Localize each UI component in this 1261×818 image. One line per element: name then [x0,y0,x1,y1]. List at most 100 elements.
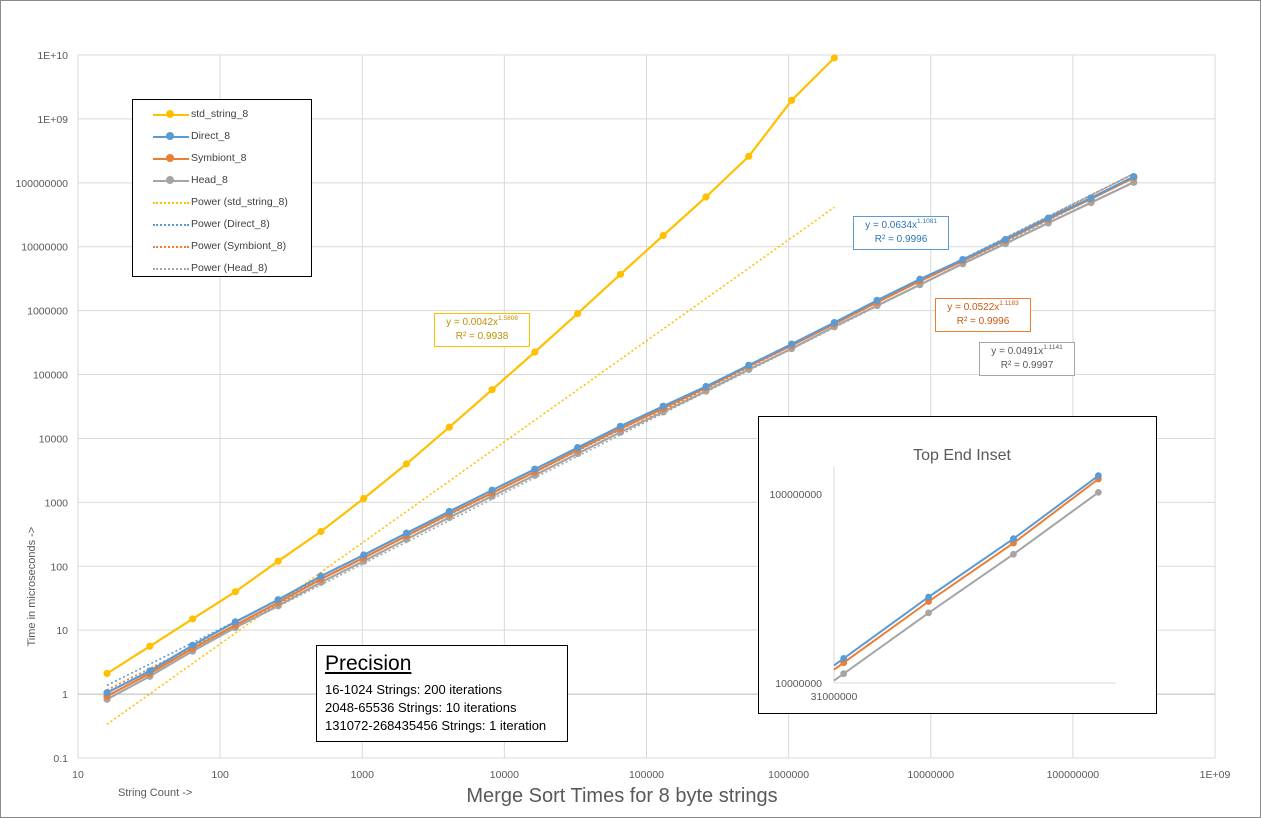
precision-line-3: 131072-268435456 Strings: 1 iteration [325,718,547,733]
x-tick-label: 10000000 [907,769,954,781]
inset-data-point [840,670,848,678]
y-tick-label: 0.1 [53,753,68,765]
precision-line-2: 2048-65536 Strings: 10 iterations [325,700,517,715]
inset-chart: Top End Inset 100000000 10000000 31000000 [758,416,1157,714]
x-tick-label: 100000000 [1047,769,1100,781]
legend-marker [166,154,174,162]
x-tick-label: 10000 [490,769,519,781]
y-tick-label: 10 [56,625,68,637]
data-point-Direct_8 [188,641,197,649]
y-tick-label: 100000 [33,370,68,382]
legend-swatch [153,224,189,226]
trendline-equation-std_string_8: y = 0.0042x1.5808 R² = 0.9938 [434,313,530,347]
data-point-Direct_8 [360,551,368,559]
legend-entry: std_string_8 [133,104,311,126]
legend-label: Power (Direct_8) [191,218,270,230]
legend-marker [166,176,174,184]
data-point-Direct_8 [488,486,496,494]
data-point-std_string_8 [616,270,625,278]
data-point-std_string_8 [531,348,539,356]
y-tick-label: 1000 [45,497,69,509]
data-point-Direct_8 [1001,235,1010,244]
legend-entry: Symbiont_8 [133,148,311,170]
legend-label: Symbiont_8 [191,152,247,164]
y-axis-label: Time in microseconds -> [26,527,38,647]
data-point-Direct_8 [1130,173,1138,181]
data-point-Direct_8 [1044,214,1052,222]
legend-swatch [153,246,189,248]
inset-series-line [833,478,1100,671]
legend: std_string_8 Direct_8 Symbiont_8 Head_8 Powe… [132,99,312,277]
trendline-std_string_8 [106,206,835,725]
data-point-std_string_8 [231,588,239,596]
inset-series-Head_8 [833,488,1102,682]
data-point-std_string_8 [103,669,111,678]
data-point-std_string_8 [702,193,710,201]
x-tick-label: 100 [211,769,229,781]
inset-data-point [1010,535,1017,543]
trendline-r2: R² = 0.9938 [455,331,509,342]
series-line-std_string_8 [106,57,836,675]
data-point-Direct_8 [531,465,539,473]
x-tick-label: 10 [72,769,84,781]
inset-x-tick-label: 31000000 [811,691,858,703]
data-point-Direct_8 [702,382,710,391]
data-point-std_string_8 [745,152,753,160]
inset-series-Symbiont_8 [833,475,1102,671]
trendline-equation: y = 0.0522x1.1183 [947,300,1019,313]
data-point-Direct_8 [873,296,881,304]
trendline-equation: y = 0.0491x1.1141 [991,344,1063,357]
data-point-Direct_8 [402,529,411,537]
data-point-std_string_8 [274,557,282,565]
legend-swatch [153,268,189,270]
y-tick-label: 1000000 [27,306,68,318]
legend-entry: Power (Symbiont_8) [133,236,311,258]
data-point-Direct_8 [745,361,753,369]
data-point-std_string_8 [317,527,325,536]
series-Direct_8 [103,173,1138,697]
trendline-r2: R² = 0.9996 [956,316,1010,327]
trendline-r2: R² = 0.9996 [874,234,928,245]
trendline-r2: R² = 0.9997 [1000,360,1054,371]
precision-line-1: 16-1024 Strings: 200 iterations [325,682,503,697]
legend-entry: Power (std_string_8) [133,192,311,214]
y-tick-label: 100000000 [15,178,68,190]
data-point-Direct_8 [445,507,453,516]
x-axis-label: String Count -> [118,787,192,799]
inset-y-tick-label: 10000000 [775,678,822,690]
legend-marker [166,132,174,140]
inset-y-tick-label: 100000000 [769,489,822,501]
data-point-Direct_8 [1087,194,1095,202]
inset-data-point [925,609,932,617]
x-tick-label: 1000000 [768,769,809,781]
data-point-std_string_8 [402,460,411,468]
data-point-std_string_8 [188,615,197,623]
data-point-Direct_8 [959,255,967,264]
legend-entry: Power (Direct_8) [133,214,311,236]
y-tick-label: 10000 [39,433,68,445]
data-point-std_string_8 [659,231,667,240]
y-tick-label: 1E+09 [37,114,68,126]
inset-data-point [840,654,848,662]
legend-label: Power (Head_8) [191,262,268,274]
data-point-Direct_8 [787,340,796,348]
data-point-std_string_8 [445,423,453,431]
series-std_string_8 [103,54,838,678]
y-tick-label: 1E+10 [37,50,68,62]
data-point-Direct_8 [274,596,282,604]
data-point-Direct_8 [146,667,154,675]
legend-label: Power (std_string_8) [191,196,288,208]
trendline-equation-Head_8: y = 0.0491x1.1141 R² = 0.9997 [979,342,1075,376]
inset-series-line [833,491,1099,682]
chart-title: Merge Sort Times for 8 byte strings [466,785,777,807]
legend-entry: Direct_8 [133,126,311,148]
gridlines [77,54,1216,759]
data-point-Direct_8 [830,318,838,327]
inset-series-line [833,474,1099,667]
data-point-std_string_8 [146,642,154,650]
x-tick-label: 100000 [629,769,664,781]
trendline-equation-Direct_8: y = 0.0634x1.1081 R² = 0.9996 [853,216,949,250]
data-point-std_string_8 [574,309,582,318]
trendline-equation: y = 0.0042x1.5808 [446,315,518,328]
